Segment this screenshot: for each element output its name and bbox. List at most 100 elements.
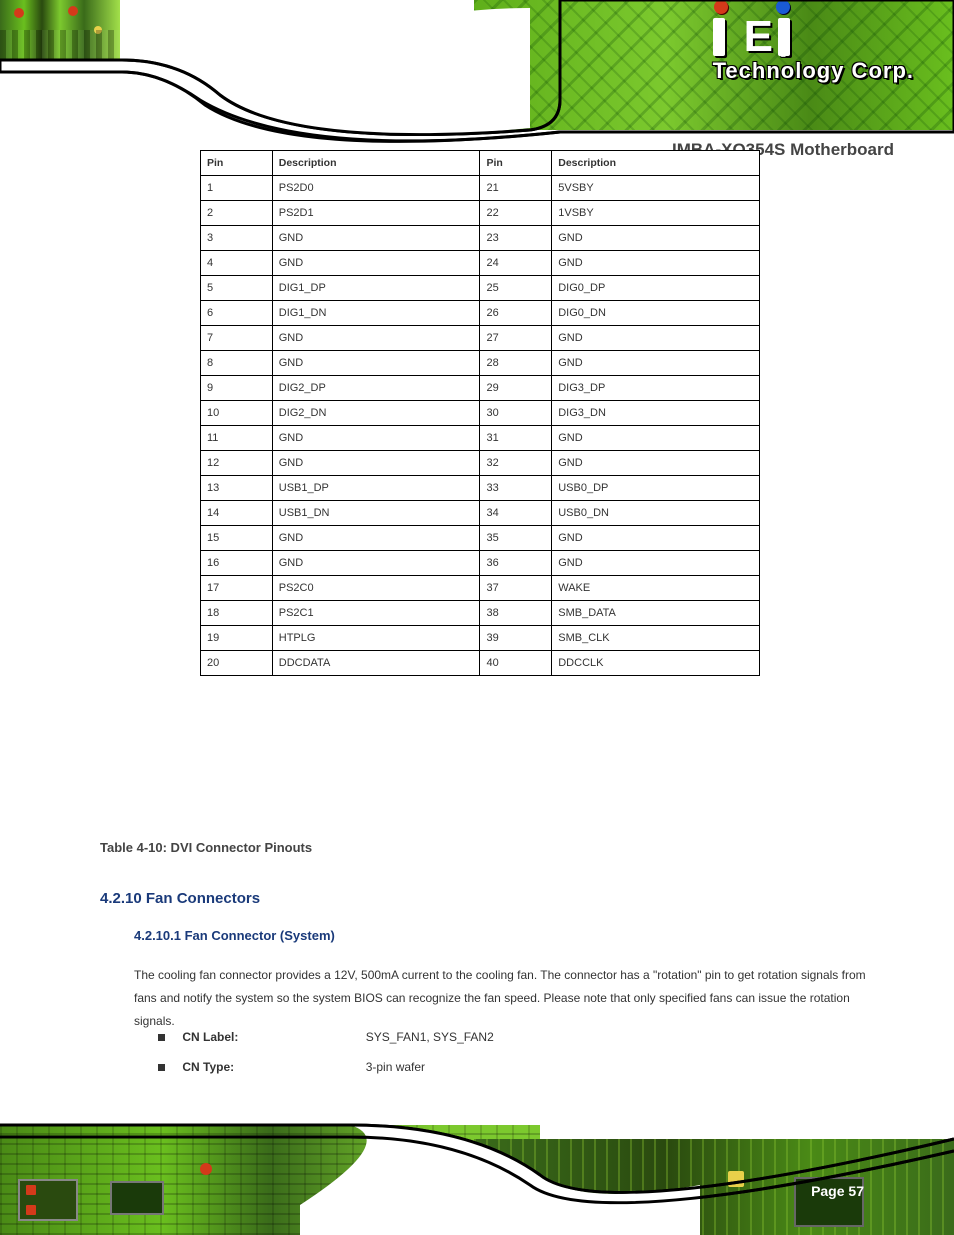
table-cell: DIG2_DN [272,401,480,426]
table-cell: DIG3_DP [552,376,760,401]
table-row: 9DIG2_DP29DIG3_DP [201,376,760,401]
table-cell: 4 [201,251,273,276]
spec-label: CN Type: [182,1060,362,1074]
table-cell: GND [272,526,480,551]
table-cell: GND [272,551,480,576]
table-cell: DIG0_DP [552,276,760,301]
spec-value: 3-pin wafer [366,1060,425,1074]
table-cell: 35 [480,526,552,551]
table-row: 11GND31GND [201,426,760,451]
page-number: Page 57 [811,1183,864,1199]
table-cell: 40 [480,651,552,676]
table-cell: 28 [480,351,552,376]
table-cell: 31 [480,426,552,451]
pcb-chip-icon [18,1179,78,1221]
header-band: E ® Technology Corp. [0,0,954,130]
header-pcb-strip-left [0,0,120,60]
table-cell: 36 [480,551,552,576]
table-cell: GND [552,451,760,476]
table-cell: DIG1_DP [272,276,480,301]
table-row: 5DIG1_DP25DIG0_DP [201,276,760,301]
table-cell: 6 [201,301,273,326]
spec-value: SYS_FAN1, SYS_FAN2 [366,1030,494,1044]
table-cell: 16 [201,551,273,576]
table-cell: 3 [201,226,273,251]
table-cell: 29 [480,376,552,401]
table-cell: 5 [201,276,273,301]
table-cell: GND [552,226,760,251]
table-cell: 38 [480,601,552,626]
table-cell: DDCDATA [272,651,480,676]
circuit-texture [474,1139,954,1235]
table-cell: GND [552,551,760,576]
bullet-square-icon [158,1034,165,1041]
table-cell: GND [552,326,760,351]
table-cell: 1 [201,176,273,201]
table-row: 13USB1_DP33USB0_DP [201,476,760,501]
table-cell: 20 [201,651,273,676]
footer-band: Page 57 [0,1105,954,1235]
table-cell: 33 [480,476,552,501]
spec-label: CN Label: [182,1030,362,1044]
table-cell: 9 [201,376,273,401]
table-cell: GND [272,226,480,251]
table-cell: 21 [480,176,552,201]
table-cell: 18 [201,601,273,626]
circuit-texture [0,1125,540,1235]
table-cell: 15 [201,526,273,551]
pinout-table-wrap: Pin Description Pin Description 1PS2D021… [200,150,760,676]
section-subheading: 4.2.10.1 Fan Connector (System) [134,928,335,943]
pinout-table: Pin Description Pin Description 1PS2D021… [200,150,760,676]
body-paragraph: The cooling fan connector provides a 12V… [134,964,874,1032]
table-cell: 13 [201,476,273,501]
table-cell: USB1_DN [272,501,480,526]
table-cell: 12 [201,451,273,476]
table-cell: GND [552,426,760,451]
table-cell: 25 [480,276,552,301]
table-cell: 11 [201,426,273,451]
table-cell: 8 [201,351,273,376]
table-row: 10DIG2_DN30DIG3_DN [201,401,760,426]
table-row: 2PS2D1221VSBY [201,201,760,226]
table-cell: WAKE [552,576,760,601]
table-row: 19HTPLG39SMB_CLK [201,626,760,651]
table-cell: 27 [480,326,552,351]
logo-dot-blue [776,0,790,14]
table-cell: GND [272,351,480,376]
table-cell: DIG1_DN [272,301,480,326]
iei-logo: E ® [713,18,815,56]
table-cell: PS2D1 [272,201,480,226]
footer-pcb-panel-right [474,1139,954,1235]
col-header-pin: Pin [480,151,552,176]
table-row: 3GND23GND [201,226,760,251]
table-cell: USB0_DN [552,501,760,526]
table-row: 6DIG1_DN26DIG0_DN [201,301,760,326]
table-cell: 23 [480,226,552,251]
table-cell: 2 [201,201,273,226]
col-header-description: Description [272,151,480,176]
table-cell: 17 [201,576,273,601]
table-cell: 7 [201,326,273,351]
brand-logo-area: E ® Technology Corp. [713,18,914,84]
table-cell: 34 [480,501,552,526]
table-cell: USB0_DP [552,476,760,501]
table-cell: DIG3_DN [552,401,760,426]
table-cell: DIG0_DN [552,301,760,326]
table-cell: 30 [480,401,552,426]
pcb-led-red [200,1163,212,1175]
table-cell: 1VSBY [552,201,760,226]
table-cell: 14 [201,501,273,526]
table-cell: GND [272,451,480,476]
brand-tagline: Technology Corp. [713,58,914,84]
spec-row-cn-label: CN Label: SYS_FAN1, SYS_FAN2 [158,1030,494,1044]
table-row: 1PS2D0215VSBY [201,176,760,201]
footer-pcb-panel-left [0,1125,540,1235]
table-caption: Table 4-10: DVI Connector Pinouts [100,840,312,855]
table-row: 16GND36GND [201,551,760,576]
table-cell: GND [552,351,760,376]
table-cell: GND [552,251,760,276]
pcb-led-yellow [94,26,102,34]
table-cell: GND [552,526,760,551]
pcb-led-red [14,8,24,18]
table-cell: 39 [480,626,552,651]
